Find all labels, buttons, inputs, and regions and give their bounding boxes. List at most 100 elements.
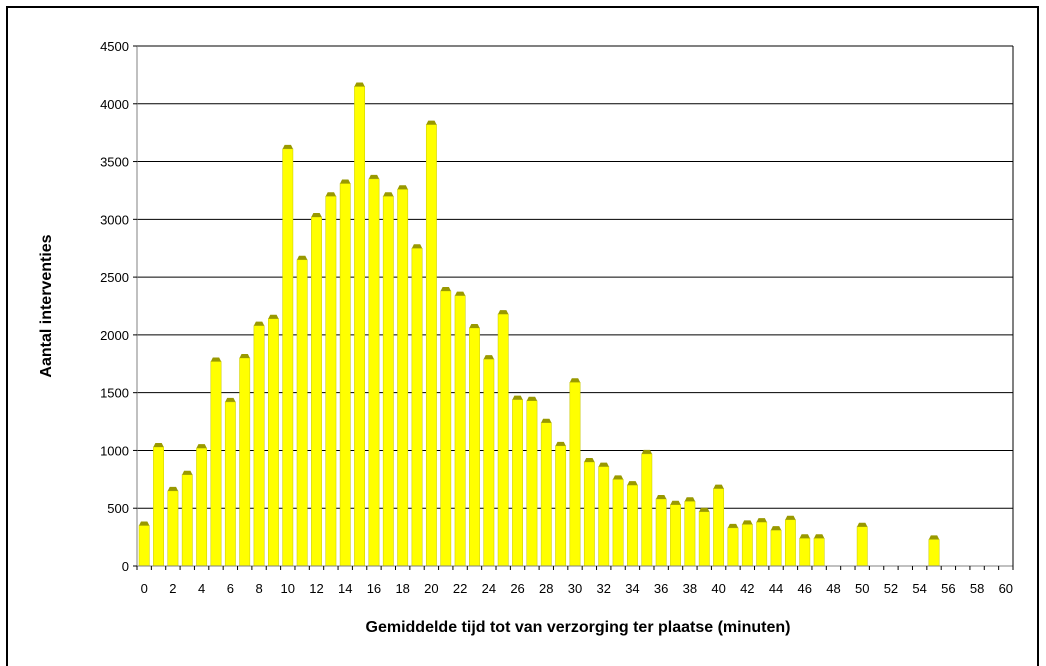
x-tick-label: 60	[999, 581, 1013, 596]
bar-top	[785, 515, 796, 520]
x-tick-label: 20	[424, 581, 438, 596]
bar-body	[224, 401, 236, 567]
x-tick-label: 48	[826, 581, 840, 596]
bar	[856, 522, 868, 567]
bar-top	[153, 442, 164, 447]
y-tick-label: 0	[122, 559, 129, 574]
x-tick-label: 50	[855, 581, 869, 596]
x-tick-label: 14	[338, 581, 352, 596]
bar	[425, 120, 437, 567]
bar-top	[684, 497, 696, 502]
chart-frame	[6, 6, 1039, 666]
x-tick-label: 12	[309, 581, 323, 596]
bar	[741, 520, 753, 567]
bar	[339, 179, 351, 567]
bar-top	[770, 526, 782, 531]
bar	[612, 475, 624, 567]
bar	[598, 462, 610, 567]
bar-body	[354, 86, 366, 567]
bar-top	[555, 441, 566, 446]
bar-body	[598, 466, 610, 567]
x-tick-label: 18	[395, 581, 409, 596]
y-tick-label: 3000	[100, 212, 129, 227]
bar-top	[325, 192, 337, 197]
bar-body	[799, 538, 811, 567]
bar-top	[727, 523, 739, 528]
y-tick-label: 500	[107, 501, 129, 516]
x-tick-label: 10	[281, 581, 295, 596]
bar-body	[670, 504, 681, 567]
x-tick-label: 2	[169, 581, 176, 596]
bar-top	[612, 475, 624, 480]
bar	[928, 535, 940, 567]
bar-body	[268, 318, 279, 567]
bar	[354, 82, 366, 567]
y-tick-label: 4500	[100, 39, 129, 54]
y-tick-label: 2000	[100, 328, 129, 343]
bar-body	[583, 461, 595, 567]
bar-top	[512, 395, 523, 400]
x-tick-label: 26	[510, 581, 524, 596]
x-axis-title: Gemiddelde tijd tot van verzorging ter p…	[366, 619, 791, 636]
bar	[296, 255, 308, 567]
bar	[569, 378, 581, 567]
bar-top	[239, 354, 250, 358]
bar-top	[799, 534, 810, 539]
bar-top	[584, 458, 595, 462]
bar-body	[713, 488, 725, 567]
bar	[167, 486, 179, 567]
x-tick-label: 58	[970, 581, 984, 596]
bar	[756, 518, 768, 567]
bar	[627, 481, 638, 567]
bar	[411, 244, 423, 567]
bar-body	[856, 526, 868, 567]
bar-top	[440, 286, 451, 291]
bar-body	[555, 445, 567, 567]
bar-body	[741, 524, 753, 567]
bar	[770, 526, 782, 567]
bar-body	[756, 521, 768, 567]
x-tick-label: 22	[453, 581, 467, 596]
bar	[655, 494, 667, 567]
bar-top	[282, 144, 293, 149]
bar-body	[440, 290, 452, 567]
bar-top	[340, 179, 351, 184]
bar-body	[311, 216, 322, 567]
bar-top	[210, 357, 222, 362]
bar-body	[727, 527, 739, 567]
axes	[133, 45, 1014, 570]
bar	[138, 521, 150, 567]
bar-body	[282, 148, 294, 567]
x-tick-label: 46	[798, 581, 812, 596]
bar-top	[928, 535, 940, 540]
bar	[670, 500, 681, 567]
bars	[138, 82, 940, 567]
bar	[397, 185, 409, 567]
bar	[813, 534, 825, 567]
bar-body	[641, 453, 653, 567]
bar	[268, 314, 279, 567]
x-tick-label: 0	[141, 581, 148, 596]
x-tick-label: 36	[654, 581, 668, 596]
bar-top	[411, 244, 423, 249]
bar-top	[713, 484, 724, 489]
y-tick-labels: 0 500 1000 1500 2000 2500 3000 3500 4000 4500	[100, 39, 129, 574]
bar-top	[483, 355, 495, 360]
x-tick-label: 40	[711, 581, 725, 596]
bar-top	[498, 310, 509, 315]
bar-body	[627, 484, 638, 567]
bar-body	[497, 313, 509, 567]
bar-body	[153, 446, 164, 567]
bar-body	[425, 124, 437, 567]
bar-body	[454, 295, 466, 567]
bar-body	[296, 259, 308, 567]
bar-body	[339, 183, 351, 567]
bar-top	[253, 321, 265, 326]
x-tick-label: 24	[482, 581, 496, 596]
bar	[311, 213, 322, 567]
bar-top	[139, 521, 150, 526]
bar-body	[368, 178, 380, 567]
bar-body	[655, 498, 667, 567]
bar-top	[813, 534, 825, 539]
y-tick-label: 3500	[100, 155, 129, 170]
